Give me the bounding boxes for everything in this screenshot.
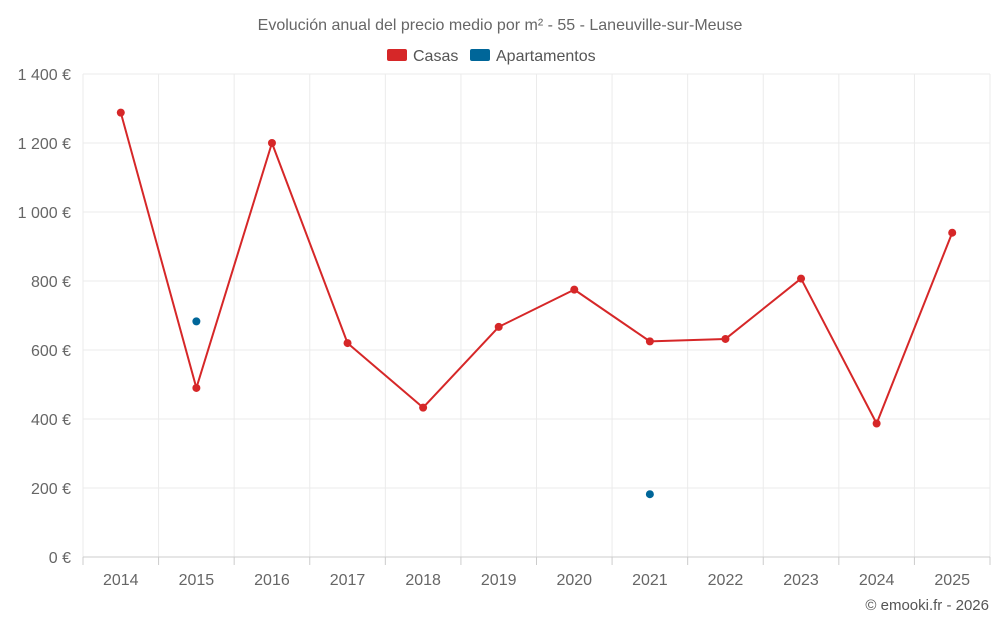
series-line-casas <box>119 112 954 425</box>
y-tick-label: 800 € <box>31 274 71 291</box>
x-tick-label: 2021 <box>632 572 668 589</box>
x-tick-label: 2016 <box>254 572 290 589</box>
y-tick-label: 0 € <box>49 550 71 567</box>
legend-label-casas[interactable]: Casas <box>413 48 458 65</box>
x-tick-label: 2025 <box>934 572 970 589</box>
data-point-casas[interactable]: Casas 2021: 625 € <box>645 337 654 346</box>
x-tick-label: 2014 <box>103 572 139 589</box>
y-tick-label: 600 € <box>31 343 71 360</box>
legend-swatch-apartamentos <box>470 49 490 61</box>
y-tick-label: 400 € <box>31 412 71 429</box>
data-point-casas[interactable]: Casas 2023: 807 € <box>797 274 806 283</box>
y-tick-label: 1 200 € <box>18 136 71 153</box>
y-tick-label: 1 400 € <box>18 67 71 84</box>
data-point-casas[interactable]: Casas 2018: 433 € <box>419 403 428 412</box>
data-point-casas[interactable]: Casas 2020: 775 € <box>570 285 579 294</box>
data-point-casas[interactable]: Casas 2014: 1288 € <box>116 108 125 117</box>
legend-label-apartamentos[interactable]: Apartamentos <box>496 48 596 65</box>
data-point-casas[interactable]: Casas 2019: 667 € <box>494 322 503 331</box>
data-point-casas[interactable]: Casas 2024: 387 € <box>872 419 881 428</box>
y-tick-label: 200 € <box>31 481 71 498</box>
x-tick-label: 2018 <box>405 572 441 589</box>
legend-swatch-casas <box>387 49 407 61</box>
x-tick-label: 2024 <box>859 572 895 589</box>
legend[interactable]: Casas Apartamentos <box>387 48 596 65</box>
data-point-apartamentos[interactable]: Apartamentos 2015: 683 € <box>192 317 201 326</box>
x-tick-label: 2019 <box>481 572 517 589</box>
grid-lines <box>82 73 991 557</box>
data-point-casas[interactable]: Casas 2017: 620 € <box>343 339 352 348</box>
y-tick-label: 1 000 € <box>18 205 71 222</box>
x-tick-label: 2020 <box>556 572 592 589</box>
x-tick-label: 2015 <box>179 572 215 589</box>
x-tick-label: 2022 <box>708 572 744 589</box>
data-point-casas[interactable]: Casas 2022: 632 € <box>721 334 730 343</box>
x-tick-label: 2017 <box>330 572 366 589</box>
axes: 0 € 200 € 400 € 600 € 800 € 1 000 € 1 200 € 1 4… <box>18 67 991 589</box>
data-point-apartamentos[interactable]: Apartamentos 2021: 182 € <box>645 490 654 499</box>
data-point-casas[interactable]: Casas 2015: 490 € <box>192 383 201 392</box>
data-point-casas[interactable]: Casas 2025: 940 € <box>948 228 957 237</box>
series-layer: Casas 2014: 1288 € Casas 2015: 490 € Casas… <box>116 108 957 499</box>
x-tick-label: 2023 <box>783 572 819 589</box>
credit-text[interactable]: © emooki.fr - 2026 <box>865 597 989 614</box>
chart-title: Evolución anual del precio medio por m² … <box>258 17 743 34</box>
